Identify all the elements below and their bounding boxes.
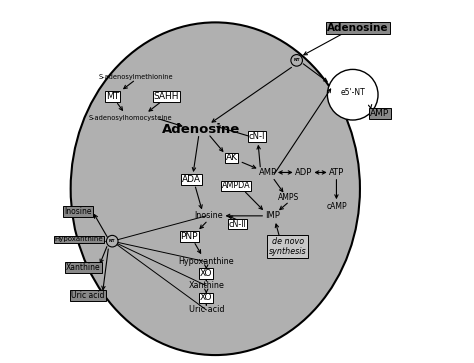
Text: AMP: AMP xyxy=(259,168,277,177)
Text: Adenosine: Adenosine xyxy=(328,23,389,33)
Text: ADP: ADP xyxy=(295,168,312,177)
Text: Inosine: Inosine xyxy=(64,207,91,216)
Text: AMPDA: AMPDA xyxy=(222,182,251,190)
Circle shape xyxy=(107,235,118,247)
Text: S-adenosylmethionine: S-adenosylmethionine xyxy=(99,74,173,79)
Text: XO: XO xyxy=(200,293,212,302)
Text: cN-I: cN-I xyxy=(249,132,265,141)
Text: PNP: PNP xyxy=(181,232,198,241)
Text: Hypoxanthine: Hypoxanthine xyxy=(178,257,234,266)
Text: AMPS: AMPS xyxy=(278,193,300,202)
Circle shape xyxy=(328,69,378,120)
Text: cN-II: cN-II xyxy=(229,220,246,229)
Text: Xanthine: Xanthine xyxy=(66,263,100,272)
Ellipse shape xyxy=(71,23,360,355)
Text: MT: MT xyxy=(106,92,119,101)
Text: Uric acid: Uric acid xyxy=(189,305,224,314)
Text: ATP: ATP xyxy=(329,168,344,177)
Text: SAHH: SAHH xyxy=(154,92,179,101)
Text: NT: NT xyxy=(109,239,116,243)
Text: Xanthine: Xanthine xyxy=(188,281,224,290)
Text: AMP: AMP xyxy=(370,109,390,118)
Text: cAMP: cAMP xyxy=(326,202,347,211)
Text: Hypoxanthine: Hypoxanthine xyxy=(55,236,103,242)
Text: Inosine: Inosine xyxy=(194,211,222,220)
Text: ADA: ADA xyxy=(182,175,201,184)
Circle shape xyxy=(291,54,302,66)
Text: e5'-NT: e5'-NT xyxy=(340,89,365,97)
Text: IMP: IMP xyxy=(265,211,280,220)
Text: Adenosine: Adenosine xyxy=(162,123,240,135)
Text: AK: AK xyxy=(226,154,237,163)
Text: S-adenosylhomocysteine: S-adenosylhomocysteine xyxy=(89,115,172,121)
Text: NT: NT xyxy=(293,58,300,62)
Text: de novo
synthesis: de novo synthesis xyxy=(269,237,306,256)
Text: Uric acid: Uric acid xyxy=(71,291,105,300)
Text: XO: XO xyxy=(200,269,212,278)
